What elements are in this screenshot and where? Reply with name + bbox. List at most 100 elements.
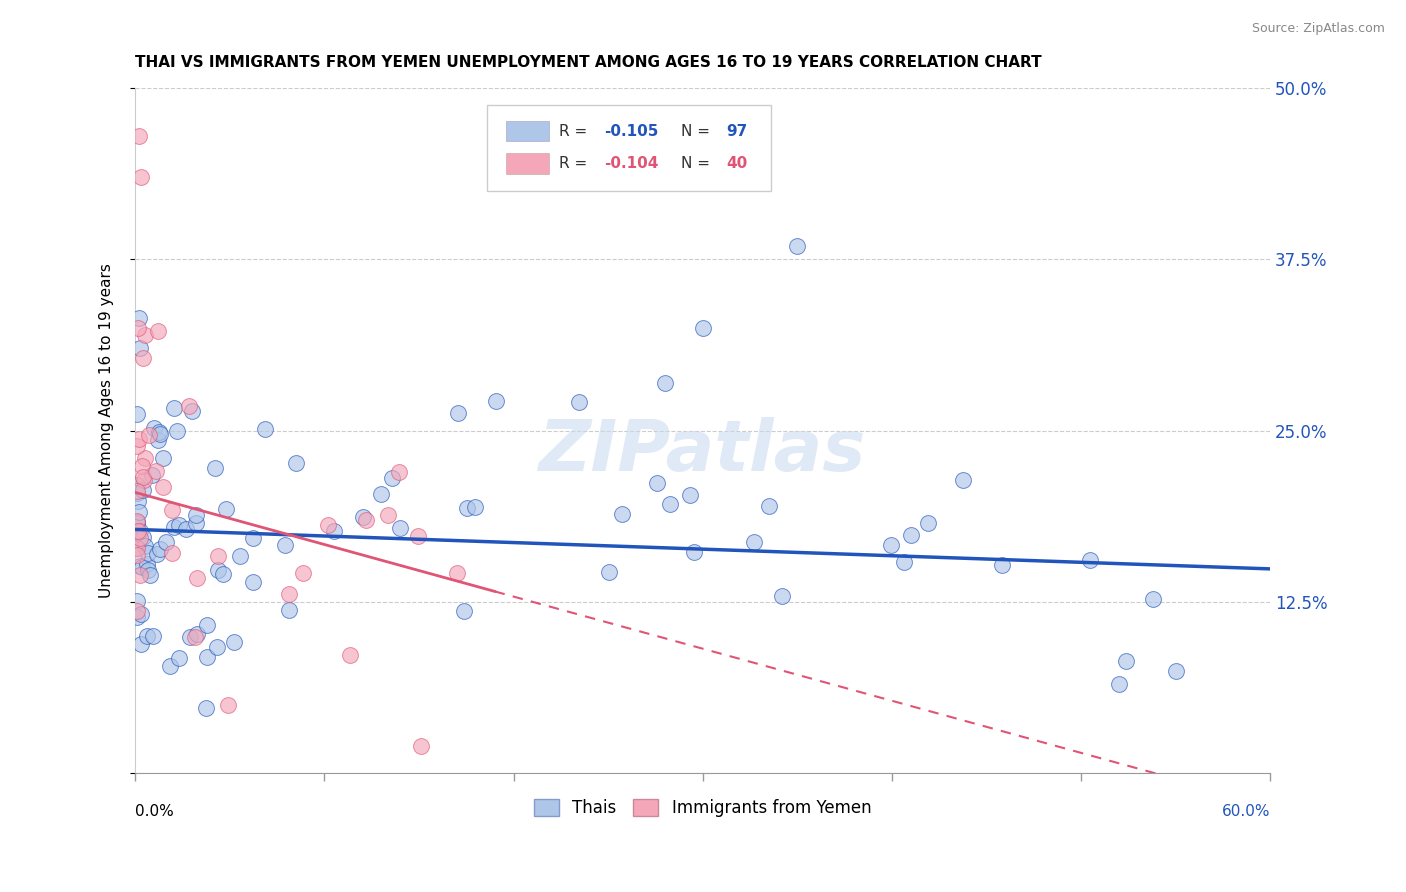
Point [389,521,412,535]
Point [128,505,150,519]
Title: THAI VS IMMIGRANTS FROM YEMEN UNEMPLOYMENT AMONG AGES 16 TO 19 YEARS CORRELATION: THAI VS IMMIGRANTS FROM YEMEN UNEMPLOYME… [135,55,1042,70]
Point [127,548,149,562]
Point [142,421,165,435]
Point [786,238,808,252]
Point [274,538,297,552]
Point [128,432,150,446]
Point [127,604,149,618]
Point [195,618,218,632]
Point [654,376,676,390]
Point [485,393,508,408]
Text: Source: ZipAtlas.com: Source: ZipAtlas.com [1251,22,1385,36]
Point [212,567,235,582]
Point [129,607,152,621]
Point [464,500,486,515]
Point [381,471,404,485]
Point [742,535,765,549]
Point [453,604,475,618]
Point [138,428,160,442]
Legend: Thais, Immigrants from Yemen: Thais, Immigrants from Yemen [527,792,877,823]
Point [131,458,153,473]
Point [167,651,190,665]
Bar [506,153,550,174]
Point [197,649,219,664]
Point [217,698,239,713]
Point [179,630,201,644]
Point [127,483,149,498]
Point [160,545,183,559]
Point [155,535,177,549]
Point [127,516,149,531]
Point [1164,664,1187,678]
Point [131,470,153,484]
Point [127,493,149,508]
Point [242,575,264,590]
Point [692,321,714,335]
Point [186,508,208,523]
Point [991,558,1014,572]
Point [207,563,229,577]
Point [352,510,374,524]
Point [145,464,167,478]
Point [1078,553,1101,567]
Text: -0.105: -0.105 [605,124,658,138]
Text: R =: R = [558,156,592,171]
Point [406,528,429,542]
Point [186,571,208,585]
Point [136,563,159,577]
Point [180,404,202,418]
Point [204,461,226,475]
Point [323,524,346,539]
Point [214,502,236,516]
Point [152,450,174,465]
Point [679,488,702,502]
Point [146,548,169,562]
Point [127,407,149,421]
Point [134,450,156,465]
Point [163,519,186,533]
Point [278,587,301,601]
Point [132,483,155,497]
Point [770,589,793,603]
FancyBboxPatch shape [486,105,770,191]
Text: ZIPatlas: ZIPatlas [538,417,866,486]
Bar [506,121,550,142]
Point [131,637,153,651]
Point [132,529,155,543]
Point [174,523,197,537]
Point [598,566,620,580]
Point [127,541,149,555]
Point [205,640,228,654]
Point [129,341,152,355]
Text: N =: N = [681,156,716,171]
Text: 0.0%: 0.0% [135,805,174,819]
Point [917,516,939,530]
Point [207,549,229,564]
Point [134,539,156,553]
Text: N =: N = [681,124,716,138]
Point [163,401,186,415]
Point [141,468,163,483]
Point [166,424,188,438]
Point [409,739,432,753]
Point [900,528,922,542]
Point [658,497,681,511]
Point [339,648,361,662]
Text: 97: 97 [727,124,748,138]
Point [127,321,149,335]
Point [127,439,149,453]
Point [146,324,169,338]
Point [879,538,901,552]
Text: 40: 40 [727,156,748,171]
Point [136,629,159,643]
Point [177,399,200,413]
Point [253,422,276,436]
Point [132,351,155,365]
Point [128,524,150,539]
Point [127,478,149,492]
Point [292,566,315,581]
Point [1108,677,1130,691]
Y-axis label: Unemployment Among Ages 16 to 19 years: Unemployment Among Ages 16 to 19 years [100,263,114,599]
Point [222,634,245,648]
Point [146,434,169,448]
